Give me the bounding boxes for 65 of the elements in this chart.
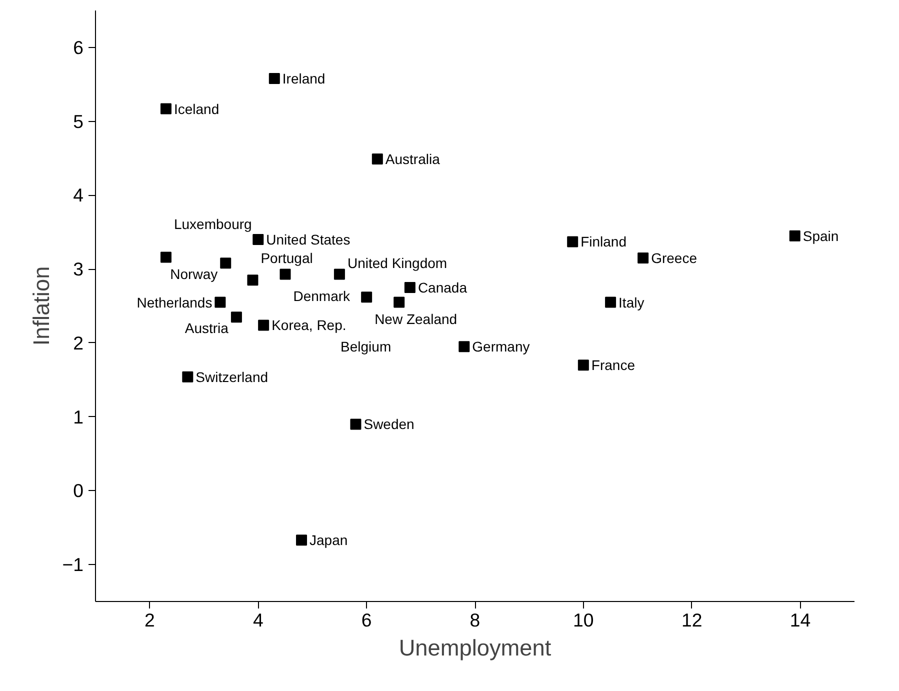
annotation: Australia: [385, 150, 440, 167]
point: [214, 296, 226, 308]
annotation: Canada: [418, 280, 468, 296]
annotation: Netherlands: [136, 294, 212, 310]
annotation: Italy: [618, 294, 644, 310]
point: [350, 418, 362, 430]
y-tick-label: 4: [73, 184, 84, 206]
annotation: France: [591, 357, 636, 374]
annotation: Austria: [184, 320, 229, 336]
point: [230, 312, 242, 323]
point: [280, 268, 291, 280]
annotation: Korea, Rep.: [272, 317, 346, 334]
point: [160, 103, 172, 114]
y-tick-label: 1: [73, 406, 84, 428]
x-tick-label: 10: [573, 610, 594, 630]
x-tick-label: 8: [470, 610, 480, 630]
y-tick-label: −1: [62, 554, 84, 576]
x-tick-label: 2: [144, 610, 155, 630]
point: [268, 72, 280, 84]
annotation: Portugal: [260, 250, 313, 266]
x-tick-label: 4: [252, 610, 264, 630]
y-tick-label: 6: [73, 36, 84, 58]
annotation: United States: [266, 232, 350, 248]
annotation: Ireland: [282, 70, 326, 86]
y-axis-title: Inflation: [28, 266, 54, 346]
point: [220, 258, 232, 269]
point: [252, 234, 264, 246]
point: [258, 320, 270, 331]
point: [605, 296, 616, 308]
y-tick-label: 2: [73, 332, 84, 354]
point: [247, 274, 258, 286]
x-tick-label: 12: [681, 610, 702, 630]
point: [372, 153, 383, 164]
point: [160, 252, 172, 263]
point: [638, 252, 649, 264]
point: [361, 292, 372, 303]
annotation: Iceland: [174, 100, 220, 117]
point: [404, 282, 416, 294]
x-axis-title: Unemployment: [398, 634, 552, 660]
x-tick-label: 14: [790, 610, 811, 630]
point: [334, 268, 345, 280]
annotation: Sweden: [364, 416, 414, 432]
annotation: Luxembourg: [174, 216, 252, 232]
y-tick-label: 5: [73, 110, 84, 132]
y-tick-label: 0: [73, 480, 84, 502]
annotation: Germany: [472, 338, 530, 355]
point: [458, 341, 470, 352]
point: [296, 534, 308, 546]
annotation: Denmark: [293, 288, 352, 304]
y-tick-label: 3: [73, 258, 84, 280]
annotation: New Zealand: [374, 311, 458, 328]
point: [789, 230, 800, 242]
annotation: Switzerland: [196, 368, 268, 385]
annotation: Finland: [580, 234, 627, 250]
point: [567, 236, 578, 248]
annotation: Japan: [310, 532, 348, 548]
annotation: Greece: [651, 250, 698, 266]
annotation: United Kingdom: [347, 255, 448, 272]
annotation: Norway: [170, 266, 218, 282]
annotation: Belgium: [340, 338, 392, 354]
x-tick-label: 6: [361, 610, 372, 630]
annotation: Spain: [802, 228, 839, 244]
point: [578, 360, 589, 371]
point: [394, 296, 405, 308]
point: [182, 371, 194, 382]
